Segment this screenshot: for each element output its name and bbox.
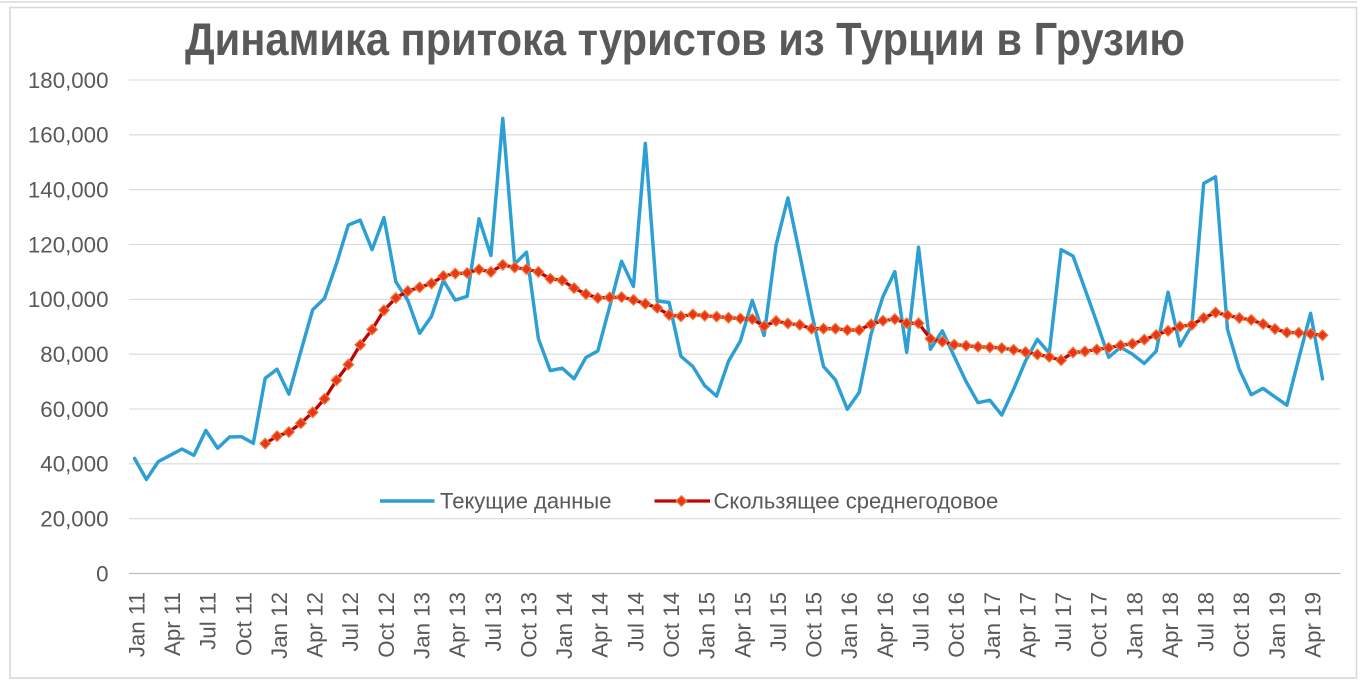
svg-text:140,000: 140,000 bbox=[28, 178, 109, 203]
svg-text:Jul 14: Jul 14 bbox=[623, 592, 648, 652]
svg-text:20,000: 20,000 bbox=[40, 507, 108, 532]
svg-text:Jul 13: Jul 13 bbox=[481, 592, 506, 652]
svg-text:Oct 11: Oct 11 bbox=[231, 592, 256, 656]
svg-text:180,000: 180,000 bbox=[28, 68, 109, 93]
svg-text:Oct 14: Oct 14 bbox=[659, 592, 684, 658]
svg-text:Apr 12: Apr 12 bbox=[303, 592, 328, 658]
svg-text:Apr 15: Apr 15 bbox=[730, 592, 755, 658]
svg-text:Oct 12: Oct 12 bbox=[374, 592, 399, 658]
svg-text:120,000: 120,000 bbox=[28, 232, 109, 257]
svg-text:Apr 13: Apr 13 bbox=[445, 592, 470, 658]
svg-text:0: 0 bbox=[96, 561, 108, 586]
svg-text:Jul 11: Jul 11 bbox=[196, 592, 221, 650]
svg-text:Apr 19: Apr 19 bbox=[1301, 592, 1326, 658]
svg-text:Jan 16: Jan 16 bbox=[837, 592, 862, 659]
svg-text:Jul 18: Jul 18 bbox=[1194, 592, 1219, 652]
svg-text:100,000: 100,000 bbox=[28, 287, 109, 312]
svg-text:Apr 16: Apr 16 bbox=[873, 592, 898, 658]
svg-text:Oct 13: Oct 13 bbox=[516, 592, 541, 658]
svg-text:60,000: 60,000 bbox=[40, 397, 108, 422]
svg-text:Oct 18: Oct 18 bbox=[1229, 592, 1254, 658]
svg-text:Jul 15: Jul 15 bbox=[766, 592, 791, 652]
svg-text:Apr 11: Apr 11 bbox=[160, 592, 185, 656]
svg-text:Скользящее среднегодовое: Скользящее среднегодовое bbox=[714, 489, 999, 514]
svg-text:Текущие данные: Текущие данные bbox=[440, 489, 611, 514]
svg-text:Jul 12: Jul 12 bbox=[338, 592, 363, 652]
svg-text:Jan 19: Jan 19 bbox=[1265, 592, 1290, 659]
svg-text:Jul 16: Jul 16 bbox=[908, 592, 933, 652]
svg-text:Jan 17: Jan 17 bbox=[980, 592, 1005, 659]
svg-text:40,000: 40,000 bbox=[40, 452, 108, 477]
svg-text:Динамика притока туристов из Т: Динамика притока туристов из Турции в Гр… bbox=[185, 13, 1185, 65]
svg-text:Jan 13: Jan 13 bbox=[410, 592, 435, 659]
svg-text:80,000: 80,000 bbox=[40, 342, 108, 367]
svg-text:Jan 18: Jan 18 bbox=[1122, 592, 1147, 659]
svg-text:Jan 12: Jan 12 bbox=[267, 592, 292, 659]
svg-text:Oct 15: Oct 15 bbox=[802, 592, 827, 658]
svg-text:Jul 17: Jul 17 bbox=[1051, 592, 1076, 652]
svg-text:Jan 11: Jan 11 bbox=[124, 592, 149, 657]
svg-text:Apr 17: Apr 17 bbox=[1015, 592, 1040, 658]
svg-text:160,000: 160,000 bbox=[28, 123, 109, 148]
svg-text:Apr 18: Apr 18 bbox=[1158, 592, 1183, 658]
svg-text:Oct 16: Oct 16 bbox=[944, 592, 969, 658]
svg-text:Jan 15: Jan 15 bbox=[695, 592, 720, 659]
svg-text:Jan 14: Jan 14 bbox=[552, 592, 577, 659]
svg-text:Oct 17: Oct 17 bbox=[1087, 592, 1112, 658]
svg-text:Apr 14: Apr 14 bbox=[588, 592, 613, 658]
